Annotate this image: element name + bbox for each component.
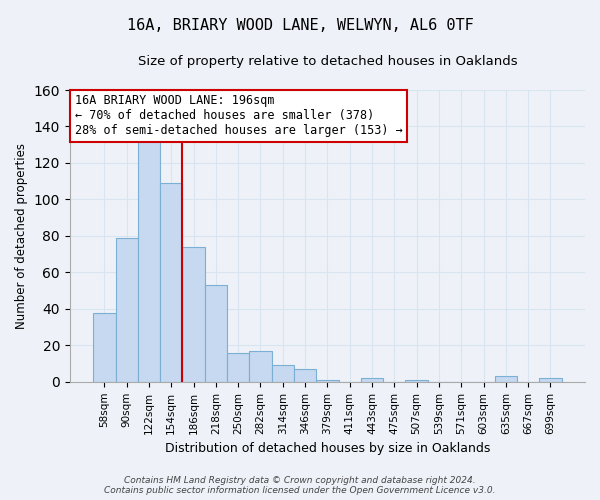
Bar [160,183,182,382]
Bar [406,380,428,382]
Bar [205,285,227,382]
Bar [250,351,272,382]
Bar [539,378,562,382]
Bar [116,238,138,382]
Text: 16A, BRIARY WOOD LANE, WELWYN, AL6 0TF: 16A, BRIARY WOOD LANE, WELWYN, AL6 0TF [127,18,473,32]
Bar [361,378,383,382]
Bar [182,247,205,382]
Text: Contains HM Land Registry data © Crown copyright and database right 2024.
Contai: Contains HM Land Registry data © Crown c… [104,476,496,495]
Title: Size of property relative to detached houses in Oaklands: Size of property relative to detached ho… [137,55,517,68]
X-axis label: Distribution of detached houses by size in Oaklands: Distribution of detached houses by size … [165,442,490,455]
Bar [272,366,294,382]
Bar [316,380,338,382]
Bar [494,376,517,382]
Y-axis label: Number of detached properties: Number of detached properties [15,143,28,329]
Bar [227,352,250,382]
Bar [138,138,160,382]
Bar [93,312,116,382]
Text: 16A BRIARY WOOD LANE: 196sqm
← 70% of detached houses are smaller (378)
28% of s: 16A BRIARY WOOD LANE: 196sqm ← 70% of de… [75,94,403,138]
Bar [294,369,316,382]
